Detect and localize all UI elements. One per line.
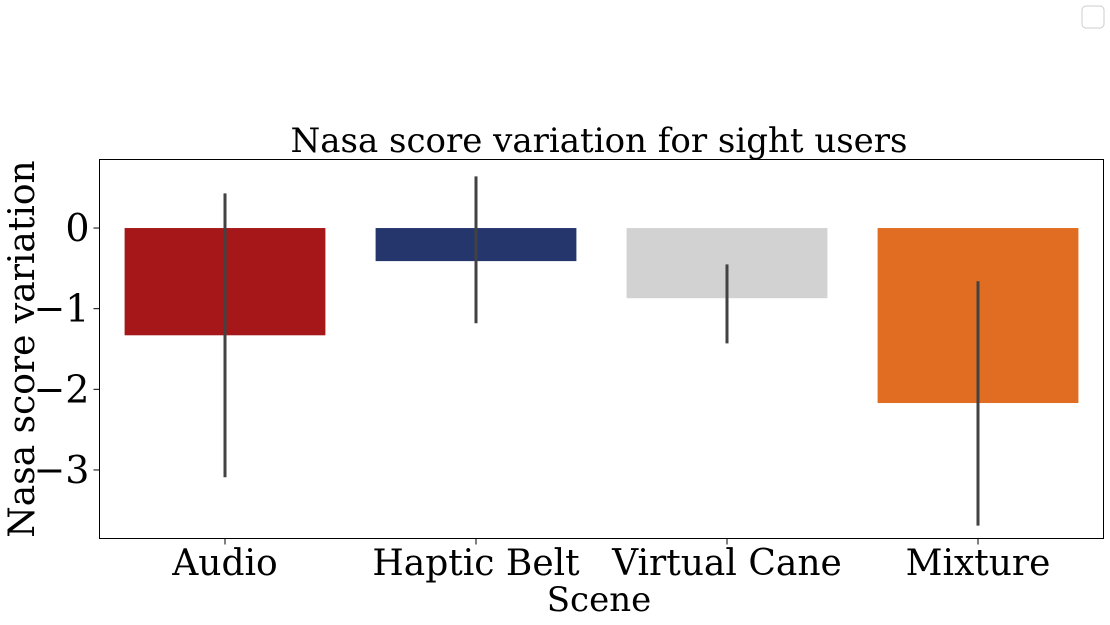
x-tick-label: Mixture: [906, 543, 1051, 584]
x-tick-label: Audio: [171, 543, 277, 584]
x-axis-label: Scene: [547, 580, 651, 620]
plot-frame: [99, 159, 1104, 539]
y-axis-label: Nasa score variation: [2, 160, 43, 537]
y-tick-label: −3: [33, 448, 89, 492]
y-tick-label: −1: [33, 287, 89, 331]
y-tick-label: 0: [65, 206, 89, 250]
y-tick-label: −2: [33, 367, 89, 411]
chart-title: Nasa score variation for sight users: [290, 121, 907, 161]
legend-box: [1081, 5, 1105, 29]
x-tick-label: Haptic Belt: [372, 543, 580, 584]
x-tick-label: Virtual Cane: [611, 543, 842, 584]
